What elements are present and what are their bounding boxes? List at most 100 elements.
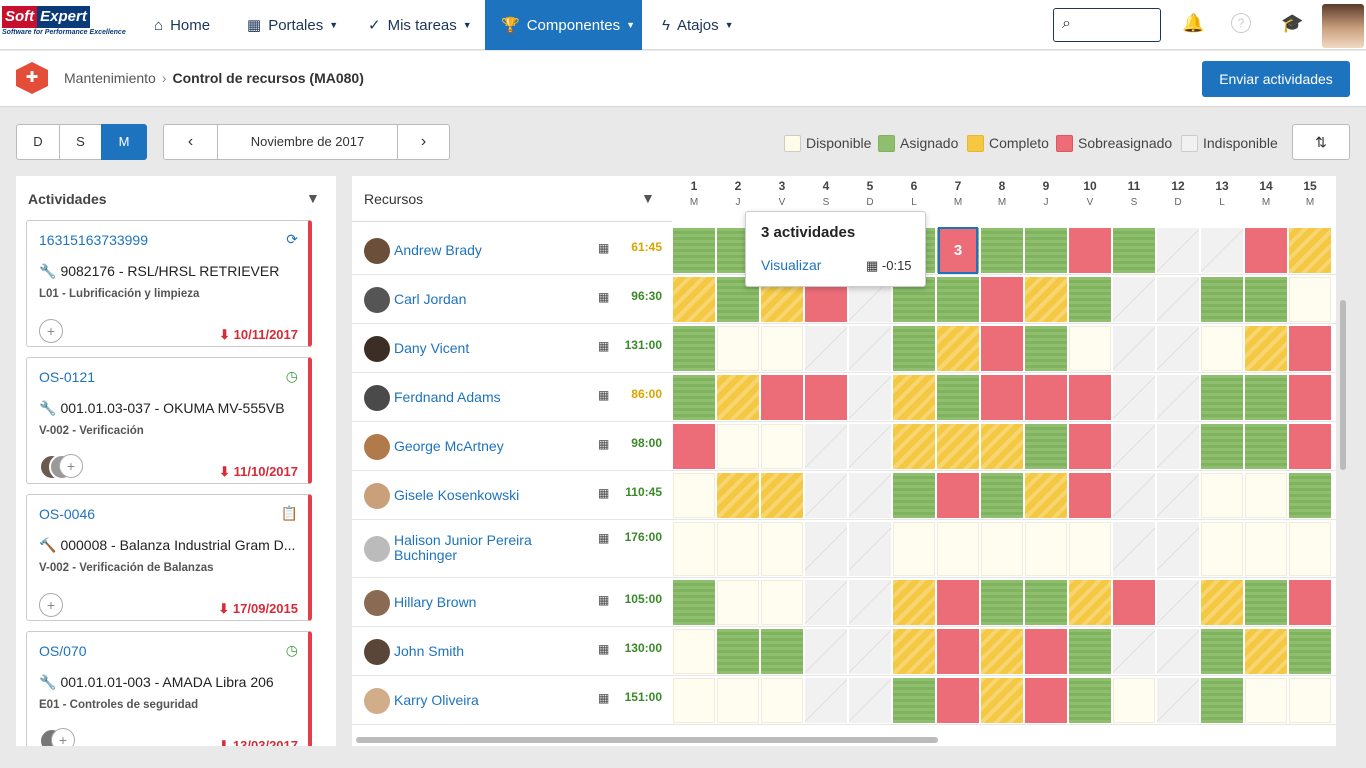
resource-name[interactable]: Hillary Brown [394, 594, 477, 610]
schedule-cell[interactable] [1157, 580, 1199, 625]
nav-portals[interactable]: ▦ Portales ▼ [247, 16, 339, 35]
schedule-cell[interactable] [1201, 375, 1243, 420]
resource-row[interactable]: George McArtney ▦ 98:00 [352, 422, 1336, 471]
schedule-cell[interactable] [1157, 326, 1199, 371]
view-link[interactable]: Visualizar [761, 257, 822, 273]
schedule-cell[interactable] [981, 629, 1023, 674]
schedule-cell[interactable] [849, 473, 891, 518]
schedule-cell[interactable] [1289, 678, 1331, 723]
schedule-cell[interactable] [673, 629, 715, 674]
schedule-cell[interactable] [1025, 522, 1067, 576]
schedule-cell[interactable] [1157, 277, 1199, 322]
schedule-cell[interactable] [1113, 629, 1155, 674]
resource-row[interactable]: Hillary Brown ▦ 105:00 [352, 578, 1336, 627]
schedule-cell[interactable] [1289, 473, 1331, 518]
prev-month-button[interactable]: ‹ [163, 124, 218, 160]
activity-code[interactable]: OS/070 [39, 643, 87, 659]
schedule-cell[interactable] [981, 277, 1023, 322]
schedule-cell[interactable] [1069, 522, 1111, 576]
resource-name[interactable]: Gisele Kosenkowski [394, 487, 520, 503]
schedule-cell[interactable] [849, 580, 891, 625]
schedule-cell[interactable] [981, 473, 1023, 518]
schedule-cell[interactable] [1289, 277, 1331, 322]
schedule-cell[interactable] [673, 424, 715, 469]
horizontal-scrollbar[interactable] [356, 737, 938, 743]
schedule-cell[interactable] [1245, 375, 1287, 420]
schedule-cell[interactable] [981, 424, 1023, 469]
schedule-cell[interactable] [717, 580, 759, 625]
resource-name[interactable]: Ferdnand Adams [394, 389, 501, 405]
schedule-cell[interactable] [673, 580, 715, 625]
schedule-cell[interactable] [893, 629, 935, 674]
schedule-cell[interactable] [1113, 277, 1155, 322]
schedule-cell[interactable] [673, 228, 715, 273]
nav-shortcuts[interactable]: ϟ Atajos ▼ [662, 16, 734, 34]
schedule-cell[interactable] [1201, 580, 1243, 625]
schedule-cell[interactable] [1025, 326, 1067, 371]
schedule-cell[interactable] [1201, 228, 1243, 273]
schedule-cell[interactable] [805, 326, 847, 371]
schedule-cell[interactable] [981, 228, 1023, 273]
schedule-cell[interactable] [1289, 424, 1331, 469]
schedule-cell[interactable] [1025, 629, 1067, 674]
schedule-cell[interactable] [717, 678, 759, 723]
schedule-cell[interactable] [673, 277, 715, 322]
schedule-cell[interactable] [1113, 375, 1155, 420]
schedule-cell[interactable] [1113, 228, 1155, 273]
schedule-cell[interactable] [937, 580, 979, 625]
schedule-cell[interactable] [761, 678, 803, 723]
schedule-cell[interactable] [717, 326, 759, 371]
schedule-cell[interactable] [717, 473, 759, 518]
schedule-cell[interactable] [849, 326, 891, 371]
schedule-cell[interactable] [717, 522, 759, 576]
schedule-cell[interactable] [1289, 375, 1331, 420]
view-day-button[interactable]: D [16, 124, 60, 160]
schedule-cell[interactable] [1201, 522, 1243, 576]
add-resource-button[interactable]: + [51, 728, 75, 746]
schedule-cell[interactable] [717, 375, 759, 420]
activity-card[interactable]: OS-0046 📋 🔨 000008 - Balanza Industrial G… [26, 494, 312, 621]
month-label[interactable]: Noviembre de 2017 [217, 124, 398, 160]
nav-components[interactable]: 🏆 Componentes ▼ [485, 0, 642, 50]
schedule-cell[interactable] [1245, 473, 1287, 518]
schedule-cell[interactable] [1245, 629, 1287, 674]
schedule-cell[interactable] [1245, 580, 1287, 625]
schedule-cell[interactable] [1245, 522, 1287, 576]
resource-row[interactable]: Dany Vicent ▦ 131:00 [352, 324, 1336, 373]
schedule-cell[interactable] [937, 678, 979, 723]
schedule-cell[interactable] [1157, 375, 1199, 420]
schedule-cell[interactable] [1113, 522, 1155, 576]
schedule-cell[interactable] [761, 424, 803, 469]
resource-name[interactable]: Karry Oliveira [394, 692, 479, 708]
filter-icon[interactable]: ▼ [306, 190, 320, 206]
resource-name[interactable]: Halison Junior Pereira Buchinger [394, 532, 532, 563]
schedule-cell[interactable] [1069, 678, 1111, 723]
schedule-cell[interactable] [1025, 580, 1067, 625]
schedule-cell[interactable] [981, 326, 1023, 371]
schedule-cell[interactable] [805, 580, 847, 625]
schedule-cell[interactable] [937, 326, 979, 371]
add-resource-button[interactable]: + [39, 319, 63, 343]
schedule-cell[interactable] [1201, 424, 1243, 469]
schedule-cell[interactable] [1157, 629, 1199, 674]
view-week-button[interactable]: S [59, 124, 102, 160]
resource-name[interactable]: Carl Jordan [394, 291, 467, 307]
schedule-cell[interactable] [893, 678, 935, 723]
activity-card[interactable]: OS/070 ◷ 🔧 001.01.01-003 - AMADA Libra 20… [26, 631, 312, 746]
schedule-cell[interactable] [1201, 277, 1243, 322]
schedule-cell[interactable] [1289, 228, 1331, 273]
activity-code[interactable]: OS-0046 [39, 506, 96, 522]
schedule-cell[interactable] [893, 473, 935, 518]
schedule-cell[interactable] [761, 326, 803, 371]
activity-card[interactable]: OS-0121 ◷ 🔧 001.01.03-037 - OKUMA MV-555V… [26, 357, 312, 484]
schedule-cell[interactable] [1069, 580, 1111, 625]
nav-my-tasks[interactable]: ✓ Mis tareas ▼ [368, 16, 472, 35]
vertical-scrollbar[interactable] [1340, 300, 1346, 470]
schedule-cell[interactable] [1201, 326, 1243, 371]
schedule-cell[interactable] [761, 375, 803, 420]
user-avatar[interactable] [1322, 4, 1364, 48]
schedule-cell[interactable] [1113, 678, 1155, 723]
schedule-cell[interactable] [849, 424, 891, 469]
schedule-cell[interactable] [1025, 228, 1067, 273]
activity-code[interactable]: 16315163733999 [39, 232, 149, 248]
